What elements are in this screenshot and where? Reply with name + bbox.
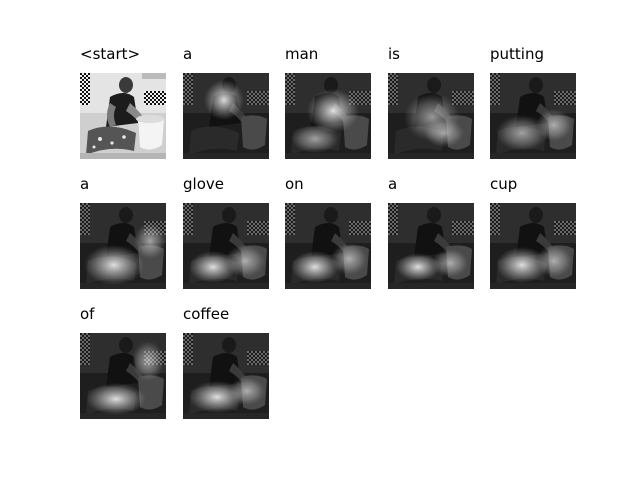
caption-word: cup [490,175,518,193]
caption-word: putting [490,45,544,63]
original-image-thumbnail [80,73,166,159]
attention-cell-man: man [285,44,375,166]
caption-word: a [80,175,90,193]
attention-map-thumbnail [183,333,269,419]
caption-word: <start> [80,45,141,63]
attention-map-thumbnail [388,203,474,289]
attention-cell-coffee: coffee [183,304,273,426]
caption-word: a [183,45,193,63]
caption-word: a [388,175,398,193]
attention-map-thumbnail [183,203,269,289]
caption-word: man [285,45,319,63]
attention-cell-on: on [285,174,375,296]
caption-word: is [388,45,400,63]
caption-word: on [285,175,304,193]
caption-word: glove [183,175,224,193]
attention-map-thumbnail [285,203,371,289]
attention-map-thumbnail [80,333,166,419]
attention-map-thumbnail [80,203,166,289]
attention-map-thumbnail [183,73,269,159]
caption-word: of [80,305,95,323]
attention-map-thumbnail [490,73,576,159]
attention-cell-cup: cup [490,174,580,296]
attention-map-thumbnail [490,203,576,289]
attention-cell-putting: putting [490,44,580,166]
attention-map-thumbnail [285,73,371,159]
attention-cell-of: of [80,304,170,426]
attention-cell-glove: glove [183,174,273,296]
attention-cell-a: a [183,44,273,166]
attention-cell-a-2: a [80,174,170,296]
caption-word: coffee [183,305,230,323]
attention-cell-a-3: a [388,174,478,296]
attention-map-thumbnail [388,73,474,159]
attention-cell-is: is [388,44,478,166]
attention-cell-start: <start> [80,44,170,166]
